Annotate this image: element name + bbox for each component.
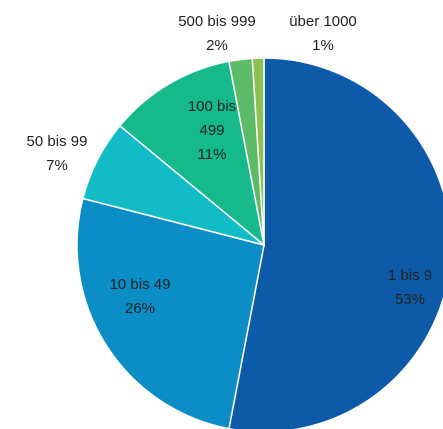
- slice-value-label: 7%: [46, 157, 68, 174]
- pie-slice: [118, 60, 266, 247]
- pie-slice: [76, 197, 265, 429]
- slice-label: über 1000: [289, 13, 357, 30]
- slice-label: 500 bis 999: [178, 13, 256, 30]
- slice-value-label: 11%: [198, 146, 227, 163]
- pie-slice: [251, 57, 265, 246]
- slice-value-label: 53%: [395, 291, 425, 308]
- slice-label: 50 bis 99: [27, 133, 88, 150]
- slice-label: 10 bis 49: [110, 276, 171, 293]
- slice-value-label: 2%: [206, 37, 228, 54]
- slice-label: 1 bis 9: [388, 267, 432, 284]
- slice-label: 100 bis 499: [188, 98, 236, 139]
- pie-slice: [228, 57, 443, 429]
- slice-value-label: 1%: [312, 37, 334, 54]
- slice-value-label: 26%: [125, 300, 155, 317]
